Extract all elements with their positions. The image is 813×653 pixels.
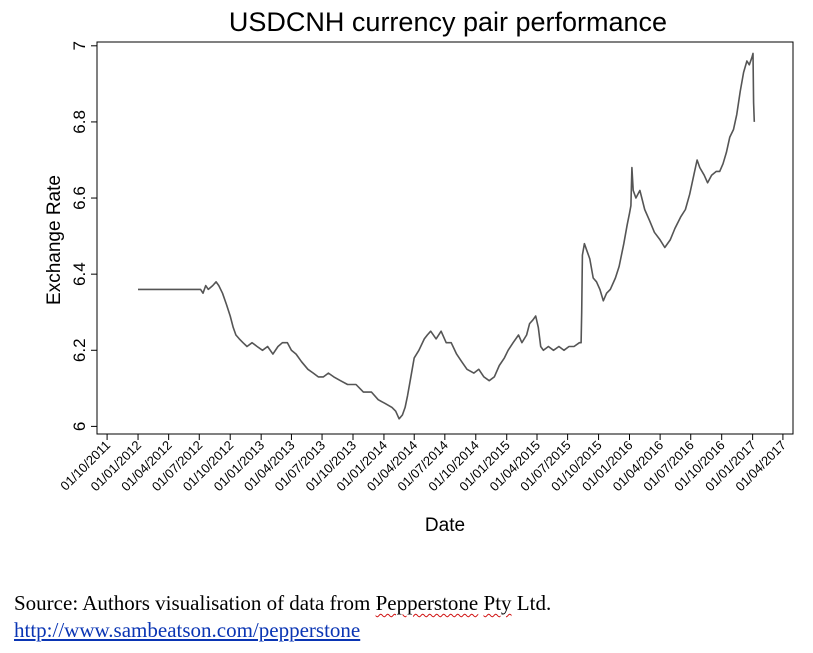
x-axis-title: Date — [425, 515, 465, 536]
x-axis: 01/10/201101/01/201201/04/201201/07/2012… — [57, 434, 789, 494]
source-suffix: Ltd. — [511, 591, 552, 615]
y-tick-label: 6.8 — [70, 110, 89, 134]
source-prefix: Source: Authors visualisation of data fr… — [14, 591, 376, 615]
plot-frame — [96, 41, 794, 435]
chart: USDCNH currency pair performance 6 6.2 6.4… — [44, 7, 794, 536]
source-company-second: Pty — [483, 591, 512, 615]
y-tick-label: 6.6 — [70, 186, 89, 210]
series-line — [138, 52, 756, 420]
y-axis: 6 6.2 6.4 6.6 6.8 7 — [70, 41, 97, 431]
source-link[interactable]: http://www.sambeatson.com/pepperstone — [14, 618, 361, 642]
chart-title: USDCNH currency pair performance — [229, 7, 667, 37]
source-text: Source: Authors visualisation of data fr… — [14, 590, 551, 617]
y-tick-label: 7 — [70, 41, 89, 50]
source-company-first: Pepperstone — [375, 591, 479, 615]
y-axis-title: Exchange Rate — [44, 175, 65, 305]
y-tick-label: 6 — [70, 422, 89, 431]
source-note: Source: Authors visualisation of data fr… — [14, 590, 551, 644]
y-tick-label: 6.4 — [70, 262, 89, 286]
y-tick-label: 6.2 — [70, 338, 89, 362]
